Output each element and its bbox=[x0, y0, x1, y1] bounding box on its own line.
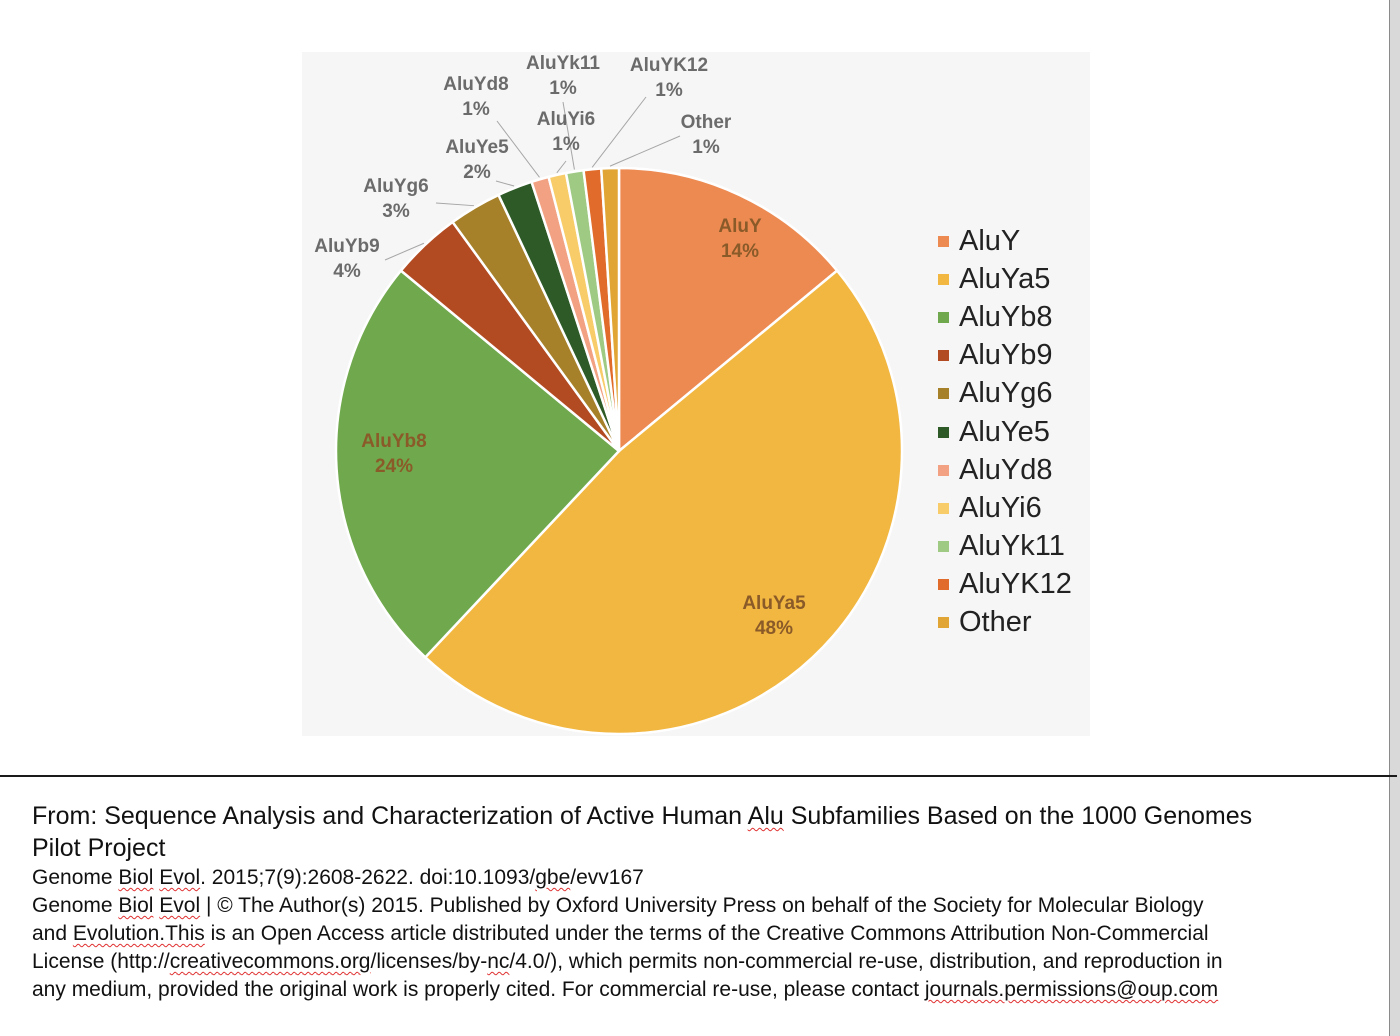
slice-label-aluyb9: AluYb9 4% bbox=[314, 236, 379, 282]
legend-swatch bbox=[938, 617, 949, 629]
legend-item-aluya5: AluYa5 bbox=[938, 260, 1072, 298]
slice-label-aluyb8: AluYb8 24% bbox=[361, 431, 426, 477]
leader-lines-layer bbox=[384, 96, 681, 261]
citation-end: /evv167 bbox=[570, 866, 644, 889]
legend: AluY AluYa5 AluYb8 AluYb9 AluYg6 AluYe5 AluYd8… bbox=[938, 222, 1072, 642]
slice-label-aluyg6: AluYg6 3% bbox=[363, 176, 428, 222]
legend-item-aluyb9: AluYb9 bbox=[938, 337, 1072, 375]
pie-slice-aluyb8 bbox=[334, 269, 621, 659]
leader-line-aluyk11 bbox=[562, 101, 575, 170]
legend-swatch bbox=[938, 426, 949, 438]
legend-swatch bbox=[938, 579, 949, 591]
slice-label-aluy: AluY 14% bbox=[718, 216, 762, 262]
legend-swatch bbox=[938, 311, 949, 323]
license-text: and bbox=[32, 922, 73, 945]
leader-line-other bbox=[609, 135, 681, 167]
legend-label: AluYb9 bbox=[959, 339, 1053, 372]
leader-line-aluyk12 bbox=[591, 96, 647, 168]
legend-swatch bbox=[938, 502, 949, 514]
legend-swatch bbox=[938, 464, 949, 476]
legend-swatch bbox=[938, 541, 949, 553]
license-line-2: and Evolution.This is an Open Access art… bbox=[32, 920, 1372, 948]
license-text: License (http:// bbox=[32, 950, 170, 973]
legend-label: AluYb8 bbox=[959, 300, 1053, 333]
license-line-4: any medium, provided the original work i… bbox=[32, 976, 1372, 1004]
license-text-rest: /4.0/), which permits non-commercial re-… bbox=[509, 950, 1223, 973]
leader-line-aluye5 bbox=[495, 180, 515, 187]
legend-label: AluYa5 bbox=[959, 262, 1051, 295]
legend-item-other: Other bbox=[938, 604, 1072, 642]
legend-label: AluYK12 bbox=[959, 568, 1072, 601]
title-text-end: Subfamilies Based on the 1000 Genomes bbox=[783, 802, 1253, 830]
citation-biol: Biol bbox=[118, 866, 154, 889]
slice-label-aluya5: AluYa5 48% bbox=[742, 593, 806, 639]
slice-labels-layer: AluY 14% AluYa5 48% AluYb8 24% AluYb9 4% AluYg6 3… bbox=[314, 53, 806, 639]
legend-item-aluyb8: AluYb8 bbox=[938, 298, 1072, 336]
legend-label: AluYk11 bbox=[959, 530, 1065, 563]
license-text: any medium, provided the original work i… bbox=[32, 978, 925, 1001]
pie-slice-aluya5 bbox=[424, 269, 904, 736]
slice-label-aluyk12: AluYK12 1% bbox=[630, 55, 708, 101]
slice-label-aluyd8: AluYd8 1% bbox=[443, 74, 508, 120]
leader-line-aluyd8 bbox=[496, 120, 540, 178]
caption-divider bbox=[0, 775, 1397, 777]
slice-label-other: Other 1% bbox=[681, 112, 732, 158]
citation-doi: . 2015;7(9):2608-2622. doi:10.1093/ bbox=[200, 866, 536, 889]
license-biol: Biol bbox=[118, 894, 154, 917]
license-evol: Evol bbox=[159, 894, 201, 917]
right-edge-bar bbox=[1389, 0, 1400, 1036]
legend-label: Other bbox=[959, 606, 1032, 639]
license-url-path: /licenses/by- bbox=[370, 950, 488, 973]
legend-swatch bbox=[938, 273, 949, 285]
legend-item-aluyk12: AluYK12 bbox=[938, 566, 1072, 604]
license-url-nc: nc bbox=[487, 950, 510, 973]
slice-label-aluyi6: AluYi6 1% bbox=[537, 109, 595, 155]
legend-item-aluyd8: AluYd8 bbox=[938, 451, 1072, 489]
legend-item-aluy: AluY bbox=[938, 222, 1072, 260]
leader-line-aluyb9 bbox=[384, 242, 425, 261]
figure-caption: From: Sequence Analysis and Characteriza… bbox=[32, 800, 1372, 1004]
legend-label: AluYe5 bbox=[959, 415, 1050, 448]
legend-swatch bbox=[938, 235, 949, 247]
license-url-host[interactable]: creativecommons.org bbox=[169, 950, 371, 973]
pie-chart: AluY 14% AluYa5 48% AluYb8 24% AluYb9 4% AluYg6 3… bbox=[314, 53, 904, 736]
citation-evol: Evol bbox=[159, 866, 201, 889]
legend-item-aluyi6: AluYi6 bbox=[938, 489, 1072, 527]
pie-slice-aluy bbox=[617, 166, 839, 453]
citation: Genome Biol Evol. 2015;7(9):2608-2622. d… bbox=[32, 864, 1372, 892]
legend-label: AluY bbox=[959, 224, 1021, 257]
slice-label-aluye5: AluYe5 2% bbox=[445, 137, 509, 183]
legend-item-aluyk11: AluYk11 bbox=[938, 528, 1072, 566]
pie-slice-other bbox=[599, 166, 621, 453]
legend-label: AluYd8 bbox=[959, 453, 1053, 486]
license-evolution: Evolution.This bbox=[72, 922, 205, 945]
slices-layer bbox=[334, 166, 904, 736]
legend-label: AluYi6 bbox=[959, 491, 1042, 524]
license-text-rest: is an Open Access article distributed un… bbox=[204, 922, 1209, 945]
contact-email-link[interactable]: journals.permissions@oup.com bbox=[924, 978, 1219, 1001]
legend-item-aluyg6: AluYg6 bbox=[938, 375, 1072, 413]
leader-line-aluyi6 bbox=[556, 160, 567, 174]
title-text: From: Sequence Analysis and Characteriza… bbox=[32, 802, 748, 830]
title-text-alu: Alu bbox=[747, 802, 784, 830]
license-text: Genome bbox=[32, 894, 119, 917]
citation-text: Genome bbox=[32, 866, 119, 889]
license-line-1: Genome Biol Evol | © The Author(s) 2015.… bbox=[32, 892, 1372, 920]
legend-swatch bbox=[938, 350, 949, 362]
citation-gbe: gbe bbox=[535, 866, 571, 889]
article-title-line2: Pilot Project bbox=[32, 834, 166, 862]
slice-label-aluyk11: AluYk11 1% bbox=[526, 53, 600, 99]
legend-item-aluye5: AluYe5 bbox=[938, 413, 1072, 451]
legend-label: AluYg6 bbox=[959, 377, 1053, 410]
legend-swatch bbox=[938, 388, 949, 400]
article-title: From: Sequence Analysis and Characteriza… bbox=[32, 800, 1372, 832]
license-text-rest: | © The Author(s) 2015. Published by Oxf… bbox=[200, 894, 1204, 917]
license-line-3: License (http://creativecommons.org/lice… bbox=[32, 948, 1372, 976]
leader-line-aluyg6 bbox=[435, 202, 474, 207]
